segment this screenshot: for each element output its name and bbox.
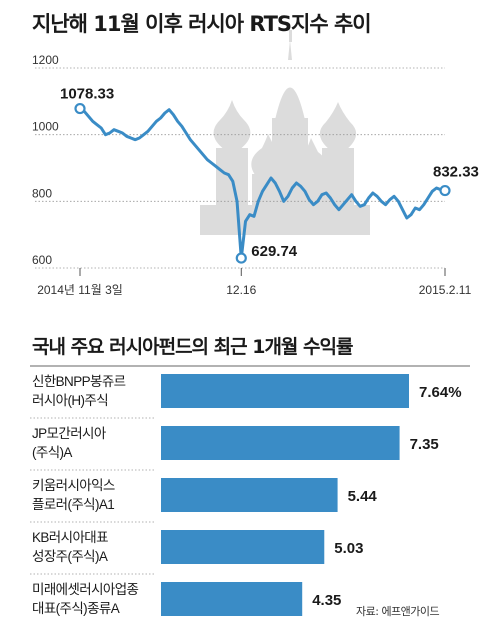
fund-name-label: 러시아(H)주식 xyxy=(32,393,108,408)
fund-name-label: 플로러(주식)A1 xyxy=(32,497,114,512)
fund-return-bar xyxy=(161,582,303,616)
fund-name-label: KB러시아대표 xyxy=(32,530,108,545)
x-tick-label: 2014년 11월 3일 xyxy=(37,283,123,297)
y-tick-label: 1200 xyxy=(32,53,59,67)
x-tick-label: 12.16 xyxy=(226,283,256,297)
y-tick-label: 600 xyxy=(32,253,52,267)
fund-name-label: 성장주(주식)A xyxy=(32,549,108,564)
fund-name-label: 미래에셋러시아업종 xyxy=(32,582,139,597)
y-tick-label: 1000 xyxy=(32,120,59,134)
x-tick-label: 2015.2.11 xyxy=(419,283,472,297)
annotated-point xyxy=(74,102,86,115)
fund-return-bar xyxy=(161,374,409,408)
fund-name-label: 대표(주식)종류A xyxy=(32,601,120,616)
fund-name-label: (주식)A xyxy=(32,445,72,460)
fund-return-value: 4.35 xyxy=(312,592,341,609)
fund-return-bar xyxy=(161,426,400,460)
annotated-point xyxy=(235,252,247,264)
point-value-label: 1078.33 xyxy=(60,86,114,103)
annotated-point xyxy=(439,184,451,197)
line-chart-title: 지난해 11월 이후 러시아 RTS지수 추이 xyxy=(32,12,372,36)
y-tick-label: 800 xyxy=(32,186,52,200)
fund-name-label: 키움러시아익스 xyxy=(32,478,115,493)
source-note: 자료: 에프앤가이드 xyxy=(356,605,440,618)
fund-return-value: 7.35 xyxy=(410,436,439,453)
fund-return-bar xyxy=(161,530,325,564)
fund-return-value: 5.44 xyxy=(348,488,378,505)
rts-line-chart: 1200 1000 800 600 2014년 11월 3일 12.16 2015.2.11… xyxy=(32,30,479,297)
fund-return-bar xyxy=(161,478,338,512)
fund-name-label: JP모간러시아 xyxy=(32,426,107,441)
bar-chart-title: 국내 주요 러시아펀드의 최근 1개월 수익률 xyxy=(32,336,353,358)
rts-series-line xyxy=(79,107,446,260)
point-value-label: 629.74 xyxy=(251,243,298,260)
fund-return-value: 5.03 xyxy=(334,540,363,557)
fund-name-label: 신한BNPP봉쥬르 xyxy=(32,374,126,389)
point-value-label: 832.33 xyxy=(433,164,479,181)
fund-return-value: 7.64% xyxy=(419,384,462,401)
